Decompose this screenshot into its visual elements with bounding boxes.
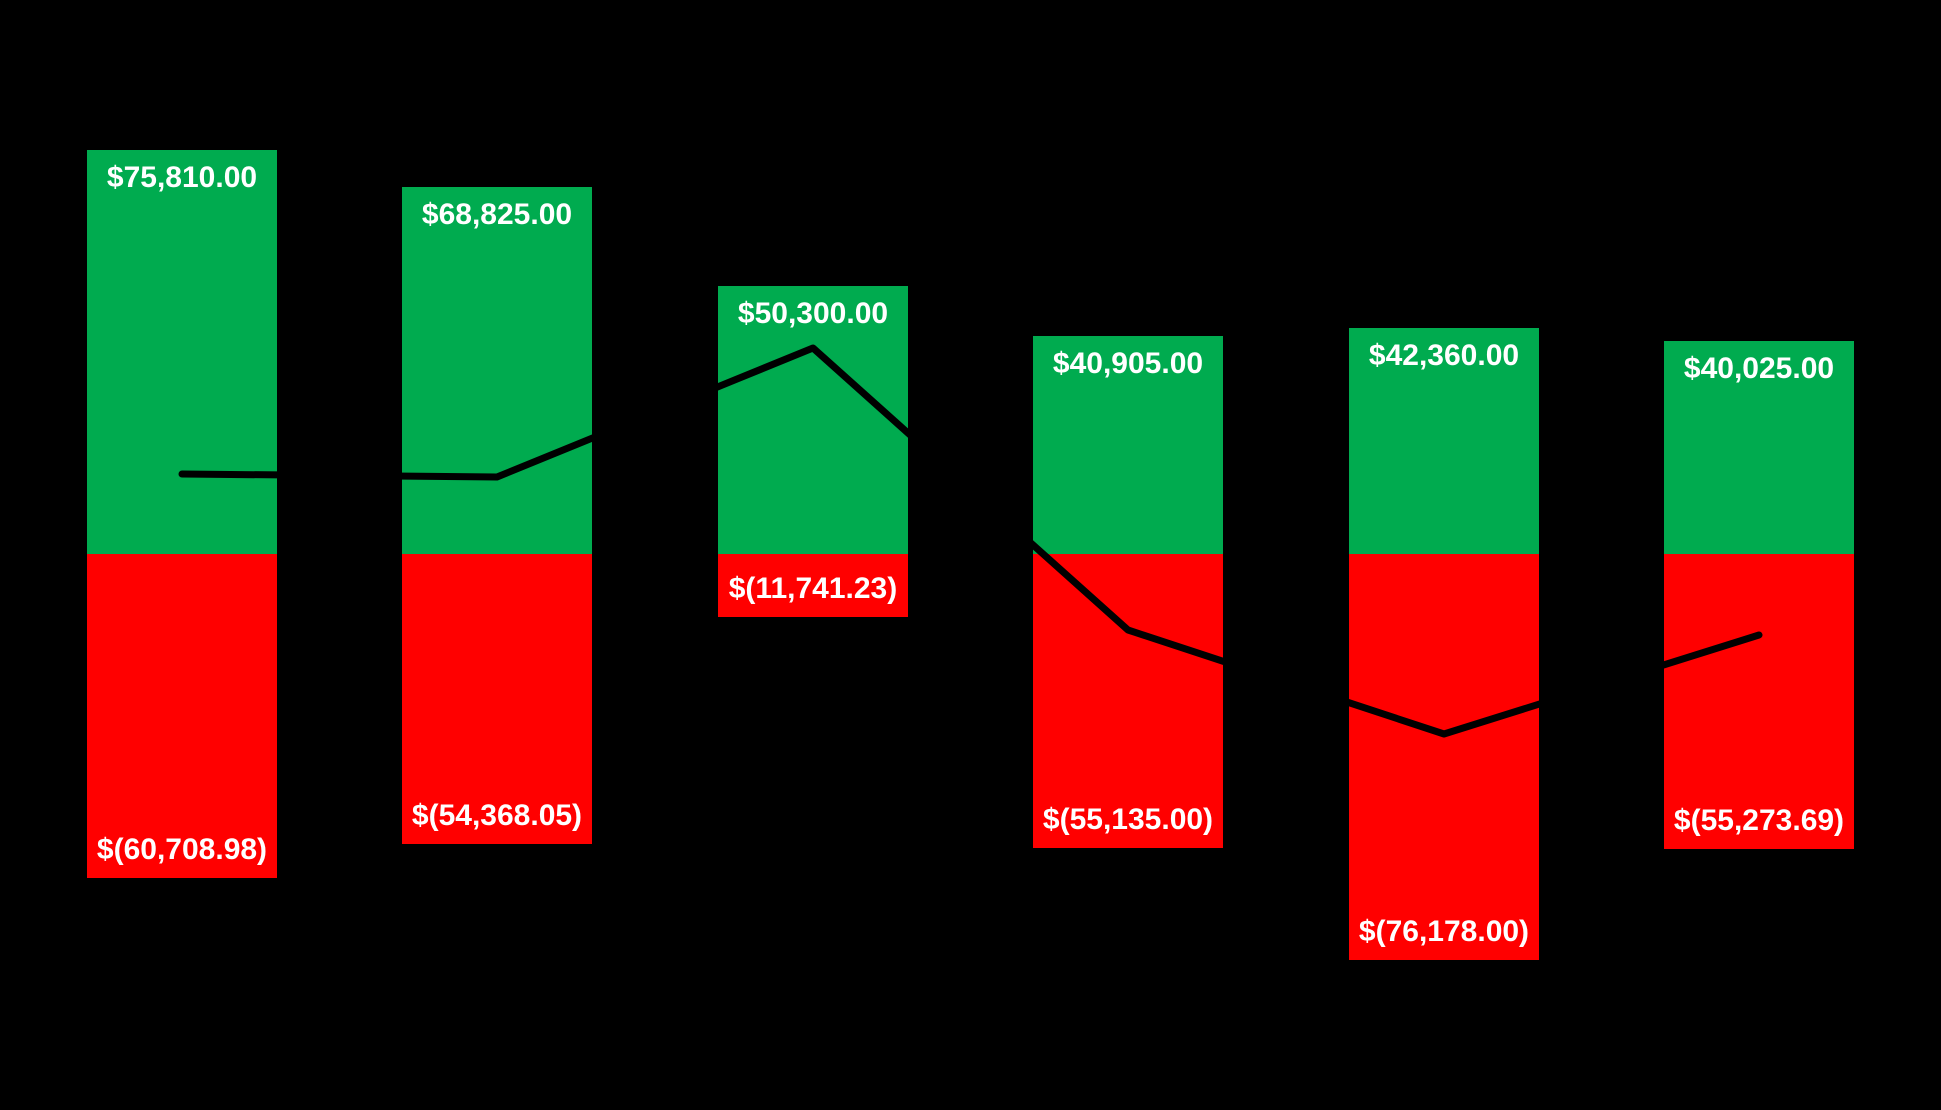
positive-value-label: $75,810.00: [106, 161, 258, 194]
positive-bar: $75,810.00: [87, 150, 277, 554]
negative-value-label: $(60,708.98): [96, 833, 268, 866]
negative-bar: $(11,741.23): [718, 554, 908, 617]
negative-value-label: $(76,178.00): [1358, 915, 1530, 948]
negative-bar: $(54,368.05): [402, 554, 592, 844]
negative-bar: $(55,135.00): [1033, 554, 1223, 848]
positive-value-label: $68,825.00: [421, 198, 573, 231]
negative-bar: $(76,178.00): [1349, 554, 1539, 960]
negative-bar: $(60,708.98): [87, 554, 277, 878]
positive-bar: $68,825.00: [402, 187, 592, 554]
positive-bar: $42,360.00: [1349, 328, 1539, 554]
negative-value-label: $(55,273.69): [1673, 804, 1845, 837]
positive-value-label: $40,905.00: [1052, 347, 1204, 380]
positive-bar: $40,905.00: [1033, 336, 1223, 554]
negative-value-label: $(11,741.23): [728, 572, 898, 605]
negative-value-label: $(54,368.05): [411, 799, 583, 832]
positive-bar: $50,300.00: [718, 286, 908, 554]
negative-bar: $(55,273.69): [1664, 554, 1854, 849]
positive-value-label: $50,300.00: [737, 297, 889, 330]
positive-value-label: $40,025.00: [1683, 352, 1835, 385]
negative-value-label: $(55,135.00): [1042, 803, 1214, 836]
positive-value-label: $42,360.00: [1368, 339, 1520, 372]
positive-bar: $40,025.00: [1664, 341, 1854, 554]
